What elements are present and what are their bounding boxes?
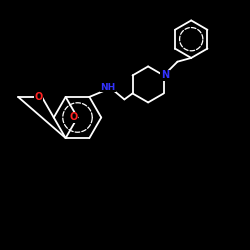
Text: O: O (70, 112, 78, 122)
Text: O: O (34, 92, 42, 102)
Text: NH: NH (100, 83, 116, 92)
Text: N: N (161, 70, 169, 81)
